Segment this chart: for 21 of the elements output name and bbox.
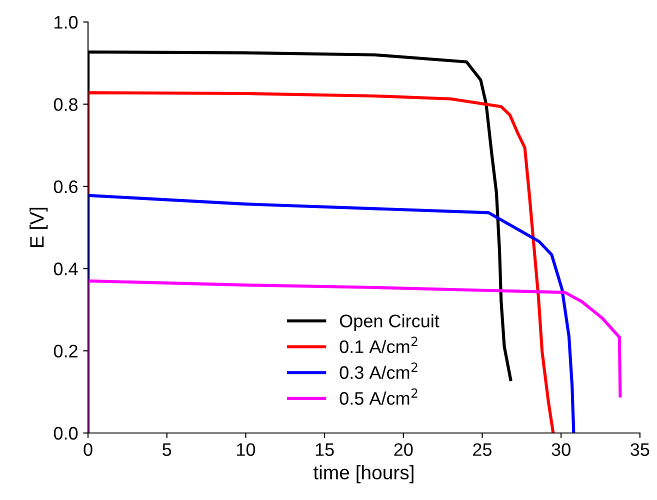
x-axis-title: time [hours] — [313, 465, 414, 484]
x-tick-label: 20 — [394, 443, 413, 456]
line-series — [88, 279, 622, 433]
y-tick-label: 0.6 — [54, 180, 78, 194]
legend-label: 0.5 A/cm$^{2}$ — [340, 388, 418, 405]
legend-label: 0.3 A/cm$^{2}$ — [340, 362, 418, 379]
y-tick-label: 0.0 — [54, 426, 78, 440]
legend-label: 0.1 A/cm$^{2}$ — [340, 336, 418, 354]
x-tick-label: 5 — [162, 443, 172, 456]
x-tick-label: 15 — [316, 443, 334, 456]
x-tick-label: 25 — [473, 443, 492, 456]
y-tick-label: 0.4 — [54, 262, 78, 276]
y-tick-label: 0.8 — [54, 98, 78, 111]
y-tick-label: 0.2 — [54, 344, 78, 358]
y-tick-label: 1.0 — [54, 16, 78, 29]
legend-label: Open Circuit — [340, 314, 440, 331]
x-tick-label: 0 — [84, 443, 92, 456]
y-axis-title: E [V] — [30, 208, 48, 247]
x-tick-label: 10 — [237, 443, 256, 456]
x-tick-label: 35 — [630, 443, 650, 456]
x-tick-label: 30 — [552, 443, 570, 456]
